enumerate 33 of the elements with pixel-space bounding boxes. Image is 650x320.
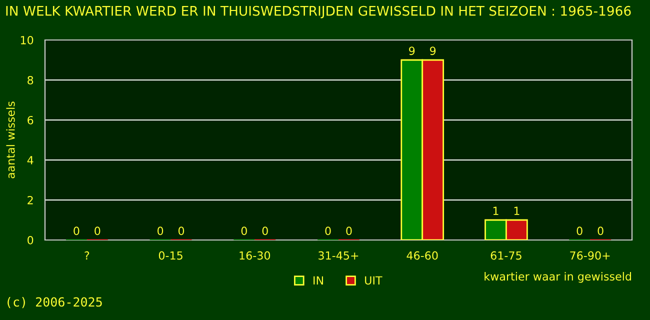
- x-tick-label: ?: [84, 251, 90, 260]
- legend-label: IN: [314, 276, 323, 284]
- y-axis-title: aantal wissels: [6, 102, 15, 178]
- data-label: 0: [74, 226, 80, 236]
- data-label: 0: [178, 226, 184, 236]
- y-tick-label: 6: [28, 116, 34, 124]
- data-label: 0: [576, 226, 582, 236]
- x-tick-label: 16-30: [240, 251, 270, 260]
- y-tick-label: 10: [20, 36, 34, 44]
- data-label: 9: [409, 46, 415, 56]
- x-tick-label: 46-60: [406, 251, 438, 260]
- data-label: 0: [241, 226, 247, 236]
- data-label: 0: [346, 226, 352, 236]
- data-label: 1: [514, 206, 520, 215]
- text: (c) 2006-2025: [8, 297, 102, 308]
- data-label: 0: [262, 226, 268, 236]
- y-tick-label: 2: [28, 196, 33, 204]
- data-label: 0: [598, 226, 604, 236]
- legend-label: UIT: [365, 276, 382, 285]
- y-tick-label: 4: [27, 156, 34, 164]
- data-label: 1: [493, 206, 498, 215]
- y-tick-label: 0: [28, 236, 34, 244]
- x-tick-label: 61-75: [490, 251, 522, 260]
- x-tick-label: 31-45+: [318, 251, 358, 260]
- x-axis-title: kwartier waar in gewisseld: [484, 272, 631, 283]
- x-tick-label: 0-15: [158, 251, 182, 260]
- data-label: 9: [430, 46, 436, 56]
- x-tick-label: 76-90+: [570, 251, 610, 260]
- chart-title: IN WELK KWARTIER WERD ER IN THUISWEDSTRIJDEN GEWISSELD IN HET SEIZOEN : 1965-1966: [6, 6, 631, 18]
- y-tick-label: 8: [28, 76, 34, 84]
- data-label: 0: [158, 226, 164, 236]
- data-label: 0: [325, 226, 331, 236]
- data-label: 0: [94, 226, 100, 236]
